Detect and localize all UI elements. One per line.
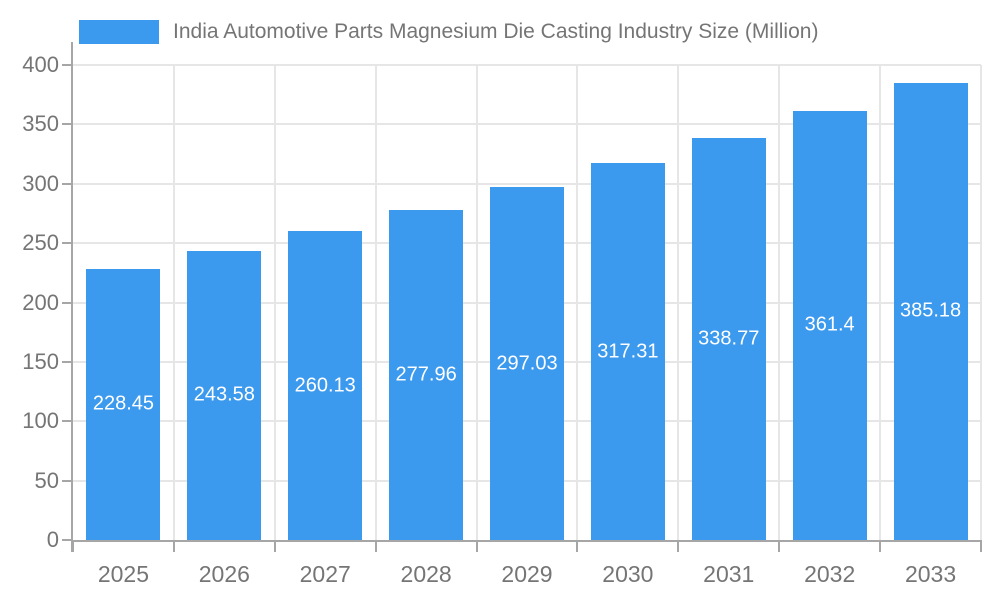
x-axis-tick-label: 2032 <box>804 561 856 587</box>
x-axis-tick <box>374 540 377 552</box>
bar[interactable]: 277.96 <box>389 209 464 540</box>
x-axis-tick-label: 2025 <box>97 561 150 587</box>
x-axis-tick <box>72 540 74 552</box>
x-axis-tick-label: 2026 <box>198 561 250 587</box>
x-axis-tick <box>677 540 680 552</box>
bar[interactable]: 260.13 <box>288 231 363 540</box>
x-axis-tick-label: 2030 <box>602 561 654 587</box>
gridline-horizontal <box>73 182 981 185</box>
bar-value-label: 277.96 <box>395 363 457 386</box>
y-axis-tick-label: 200 <box>22 289 59 315</box>
y-axis-tick <box>62 242 73 245</box>
x-axis-tick <box>576 540 579 552</box>
bar[interactable]: 243.58 <box>187 250 262 540</box>
bar-value-label: 338.77 <box>698 327 760 350</box>
x-axis-tick-label: 2033 <box>904 561 957 587</box>
bar-value-label: 297.03 <box>496 352 558 375</box>
y-axis-tick-label: 400 <box>22 52 59 77</box>
bar-value-label: 317.31 <box>597 340 659 363</box>
x-axis-tick-label: 2029 <box>501 561 553 587</box>
bar[interactable]: 338.77 <box>691 137 766 540</box>
legend[interactable]: India Automotive Parts Magnesium Die Cas… <box>79 20 818 44</box>
y-axis-tick-label: 350 <box>22 111 59 137</box>
gridline-vertical <box>475 65 478 540</box>
gridline-horizontal <box>73 123 981 126</box>
x-axis-tick <box>475 540 478 552</box>
y-axis-tick <box>62 360 73 363</box>
bar-value-label: 361.4 <box>804 313 855 336</box>
gridline-vertical <box>576 65 579 540</box>
y-axis-tick <box>62 301 73 304</box>
bar[interactable]: 361.4 <box>792 110 867 540</box>
x-axis-tick <box>273 540 276 552</box>
plot-area: 0 50 100 150 200 250 300 350 400 228.45 2025 243.58… <box>22 42 982 587</box>
gridline-vertical <box>273 65 276 540</box>
x-axis-tick <box>172 540 175 552</box>
legend-label: India Automotive Parts Magnesium Die Cas… <box>173 20 819 43</box>
bar[interactable]: 385.18 <box>893 82 968 540</box>
x-axis-tick-label: 2028 <box>400 561 452 587</box>
y-axis-tick-label: 150 <box>22 348 59 374</box>
y-axis-tick <box>62 479 73 482</box>
y-axis-line <box>71 42 73 552</box>
gridline-vertical <box>980 65 982 540</box>
x-axis-tick-label: 2027 <box>299 561 351 587</box>
bar-value-label: 260.13 <box>294 374 356 397</box>
x-axis-line <box>71 540 981 542</box>
legend-swatch[interactable] <box>79 20 159 44</box>
gridline-vertical <box>879 65 882 540</box>
bar[interactable]: 228.45 <box>86 268 161 540</box>
bar-value-label: 385.18 <box>899 299 962 322</box>
bar-value-label: 243.58 <box>193 383 255 406</box>
y-axis-tick-label: 100 <box>22 408 59 434</box>
gridline-vertical <box>374 65 377 540</box>
bar-value-label: 228.45 <box>92 392 155 415</box>
x-axis-tick <box>778 540 781 552</box>
y-axis-tick <box>62 420 73 423</box>
x-axis-tick <box>879 540 882 552</box>
y-axis-tick <box>62 539 73 541</box>
y-axis-tick-label: 0 <box>46 527 59 552</box>
y-axis-tick-label: 50 <box>34 467 59 493</box>
x-axis-tick-label: 2031 <box>703 561 755 587</box>
y-axis-tick <box>62 182 73 185</box>
y-axis-tick-label: 300 <box>22 170 59 196</box>
y-axis-tick <box>62 123 73 126</box>
bar[interactable]: 297.03 <box>490 187 564 540</box>
gridline-horizontal <box>73 64 981 66</box>
bar[interactable]: 317.31 <box>590 163 665 540</box>
x-axis-tick <box>980 540 982 552</box>
gridline-vertical <box>172 65 175 540</box>
y-axis-tick <box>62 64 73 66</box>
y-axis-tick-label: 250 <box>22 230 59 256</box>
gridline-vertical <box>677 65 680 540</box>
gridline-vertical <box>778 65 781 540</box>
